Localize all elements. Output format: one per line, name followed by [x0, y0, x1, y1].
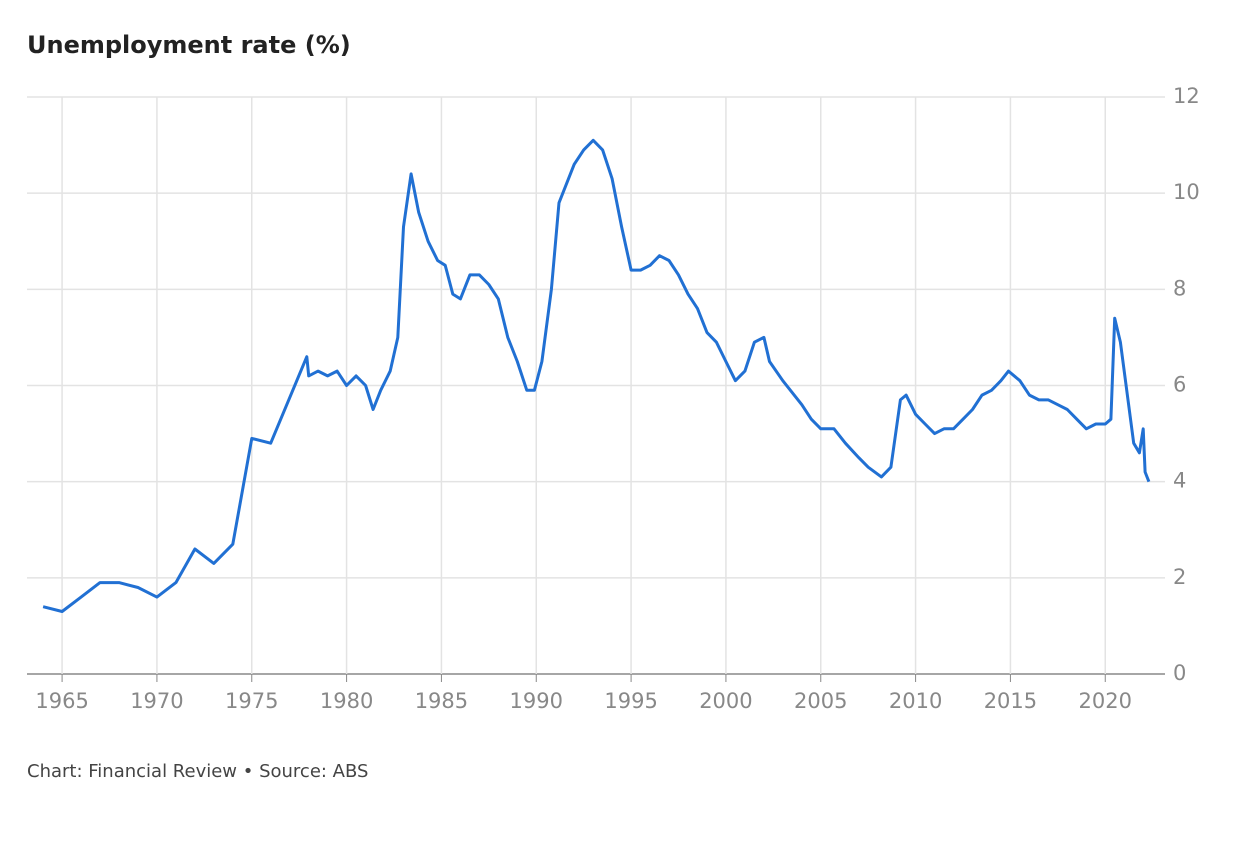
y-tick-label: 8 — [1173, 276, 1186, 300]
y-tick-label: 0 — [1173, 661, 1186, 685]
chart-title: Unemployment rate (%) — [27, 31, 351, 59]
y-tick-label: 10 — [1173, 180, 1200, 204]
x-tick-label: 2005 — [794, 689, 847, 713]
line — [42, 138, 1151, 613]
x-tick-label: 2015 — [984, 689, 1037, 713]
x-tick-label: 1990 — [510, 689, 563, 713]
x-tick-label: 2010 — [889, 689, 942, 713]
x-tick-label: 1970 — [130, 689, 183, 713]
y-tick-label: 6 — [1173, 373, 1186, 397]
y-tick-label: 4 — [1173, 469, 1186, 493]
x-tick-label: 1985 — [415, 689, 468, 713]
x-tick-label: 1995 — [604, 689, 657, 713]
x-tick-label: 1965 — [35, 689, 88, 713]
source: Chart: Financial Review • Source: ABS — [27, 761, 368, 782]
y-tick-label: 12 — [1173, 84, 1200, 108]
y-tick-label: 2 — [1173, 565, 1186, 589]
x-tick-label: 2020 — [1079, 689, 1132, 713]
x-tick-label: 1980 — [320, 689, 373, 713]
x-tick-label: 2000 — [699, 689, 752, 713]
x-tick-label: 1975 — [225, 689, 278, 713]
